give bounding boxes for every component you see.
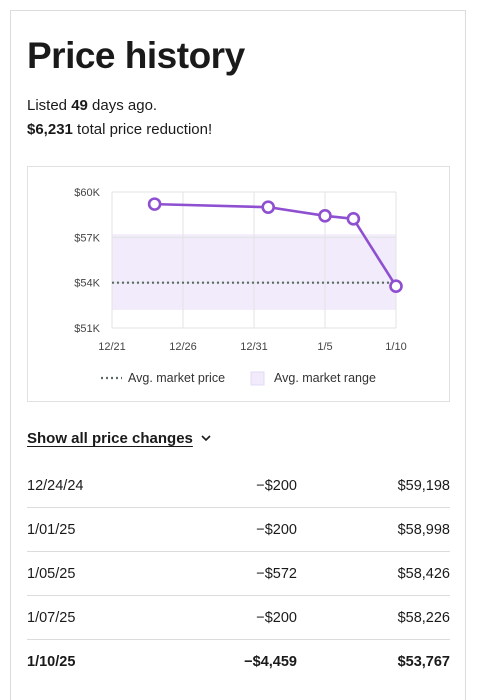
price-chart-svg: $60K $57K $54K $51K 12/21 12/26 12/31 1/5 1/10 Av… [74, 187, 407, 386]
price-change-price: $58,426 [297, 551, 450, 596]
price-point [261, 200, 275, 214]
price-change-amount: −$200 [177, 507, 297, 552]
price-change-date: 1/10/25 [27, 653, 76, 670]
x-tick-label: 12/26 [169, 341, 197, 353]
legend-avg-price-label: Avg. market price [128, 371, 225, 385]
price-change-price: $58,998 [297, 507, 450, 552]
price-change-amount: −$572 [177, 551, 297, 596]
price-history-card: Price history Listed 49 days ago. $6,231… [10, 10, 466, 700]
page-title: Price history [27, 35, 245, 76]
price-change-amount: −$200 [177, 464, 297, 508]
show-all-label: Show all price changes [27, 430, 193, 447]
x-tick-label: 12/31 [240, 341, 268, 353]
price-chart: $60K $57K $54K $51K 12/21 12/26 12/31 1/5 1/10 Av… [27, 166, 450, 402]
price-change-amount: −$200 [177, 595, 297, 640]
price-change-date: 12/24/24 [27, 464, 177, 508]
price-change-row: 12/24/24 −$200 $59,198 [27, 464, 450, 508]
total-reduction-text: $6,231 total price reduction! [27, 121, 213, 138]
price-change-row: 1/07/25 −$200 $58,226 [27, 595, 450, 640]
price-change-row: 1/05/25 −$572 $58,426 [27, 551, 450, 596]
listed-days-text: Listed 49 days ago. [27, 97, 158, 114]
y-tick-label: $57K [74, 232, 100, 244]
price-change-price: $59,198 [297, 464, 450, 508]
price-change-date: 1/07/25 [27, 595, 177, 640]
price-point [318, 208, 332, 223]
chevron-down-icon [201, 433, 211, 445]
legend-avg-range-label: Avg. market range [274, 371, 376, 385]
x-tick-label: 1/10 [385, 341, 406, 353]
price-point [389, 279, 403, 293]
show-all-price-changes-button[interactable]: Show all price changes [27, 430, 211, 447]
price-changes-table: 12/24/24 −$200 $59,198 1/01/25 −$200 $58,998 1… [27, 464, 450, 683]
price-change-price: $58,226 [297, 595, 450, 640]
x-tick-label: 1/5 [317, 341, 332, 353]
y-tick-label: $54K [74, 278, 100, 290]
listed-days-count: 49 [71, 97, 88, 114]
price-change-date: 1/05/25 [27, 551, 177, 596]
reduction-amount: $6,231 [27, 121, 73, 138]
price-point [147, 197, 162, 211]
price-change-amount: −$4,459 [244, 653, 297, 670]
legend-avg-range-swatch [250, 371, 265, 386]
price-change-date: 1/01/25 [27, 507, 177, 552]
price-change-price: $53,767 [397, 653, 450, 670]
price-change-row: 1/10/25 −$4,459 $53,767 [27, 640, 450, 684]
y-tick-label: $60K [74, 187, 100, 199]
y-tick-label: $51K [74, 323, 100, 335]
price-point [346, 212, 361, 226]
x-tick-label: 12/21 [98, 341, 126, 353]
price-change-row: 1/01/25 −$200 $58,998 [27, 507, 450, 552]
